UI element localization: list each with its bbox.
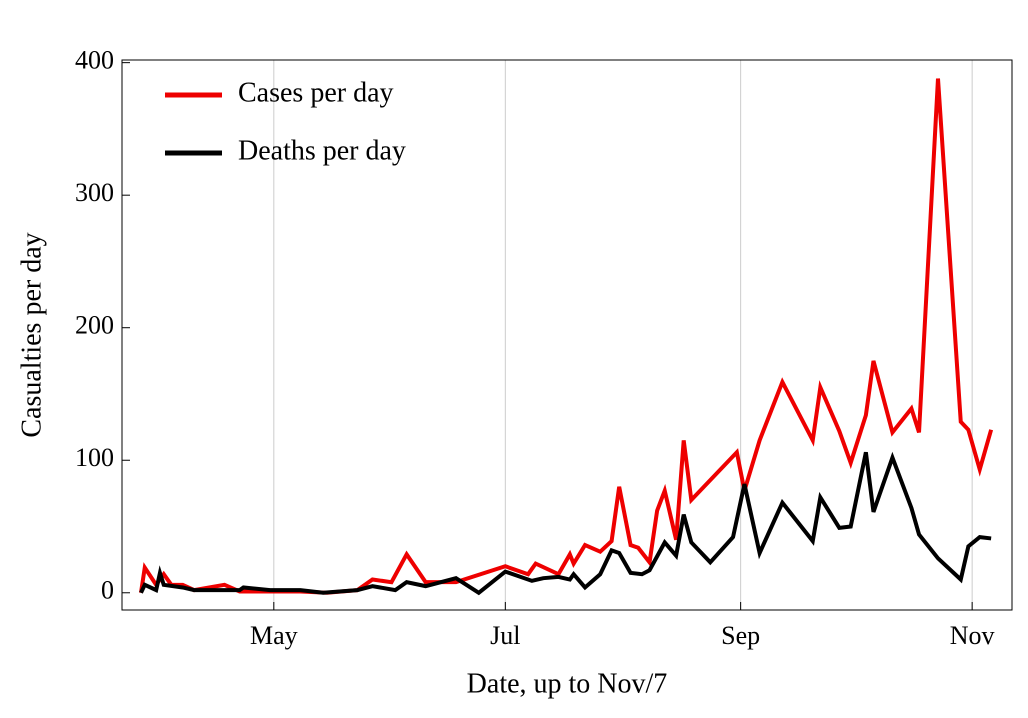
y-tick-label: 200 — [75, 311, 114, 340]
y-tick-label: 0 — [101, 576, 114, 605]
x-tick-label: May — [250, 621, 298, 650]
y-axis-label: Casualties per day — [16, 232, 47, 437]
y-tick-label: 400 — [75, 46, 114, 75]
legend-label: Cases per day — [238, 77, 394, 108]
y-tick-label: 300 — [75, 178, 114, 207]
y-tick-label: 100 — [75, 443, 114, 472]
data-line — [138, 78, 994, 595]
x-tick-label: Jul — [490, 621, 520, 650]
data-line — [139, 451, 992, 596]
plot-frame — [121, 59, 1013, 611]
x-tick-label: Sep — [721, 621, 760, 650]
legend-label: Deaths per day — [238, 135, 406, 166]
x-tick-label: Nov — [950, 621, 995, 650]
x-axis-label: Date, up to Nov/7 — [467, 668, 668, 699]
